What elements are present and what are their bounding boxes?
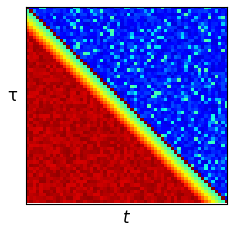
X-axis label: t: t xyxy=(123,209,130,227)
Y-axis label: τ: τ xyxy=(7,87,17,105)
